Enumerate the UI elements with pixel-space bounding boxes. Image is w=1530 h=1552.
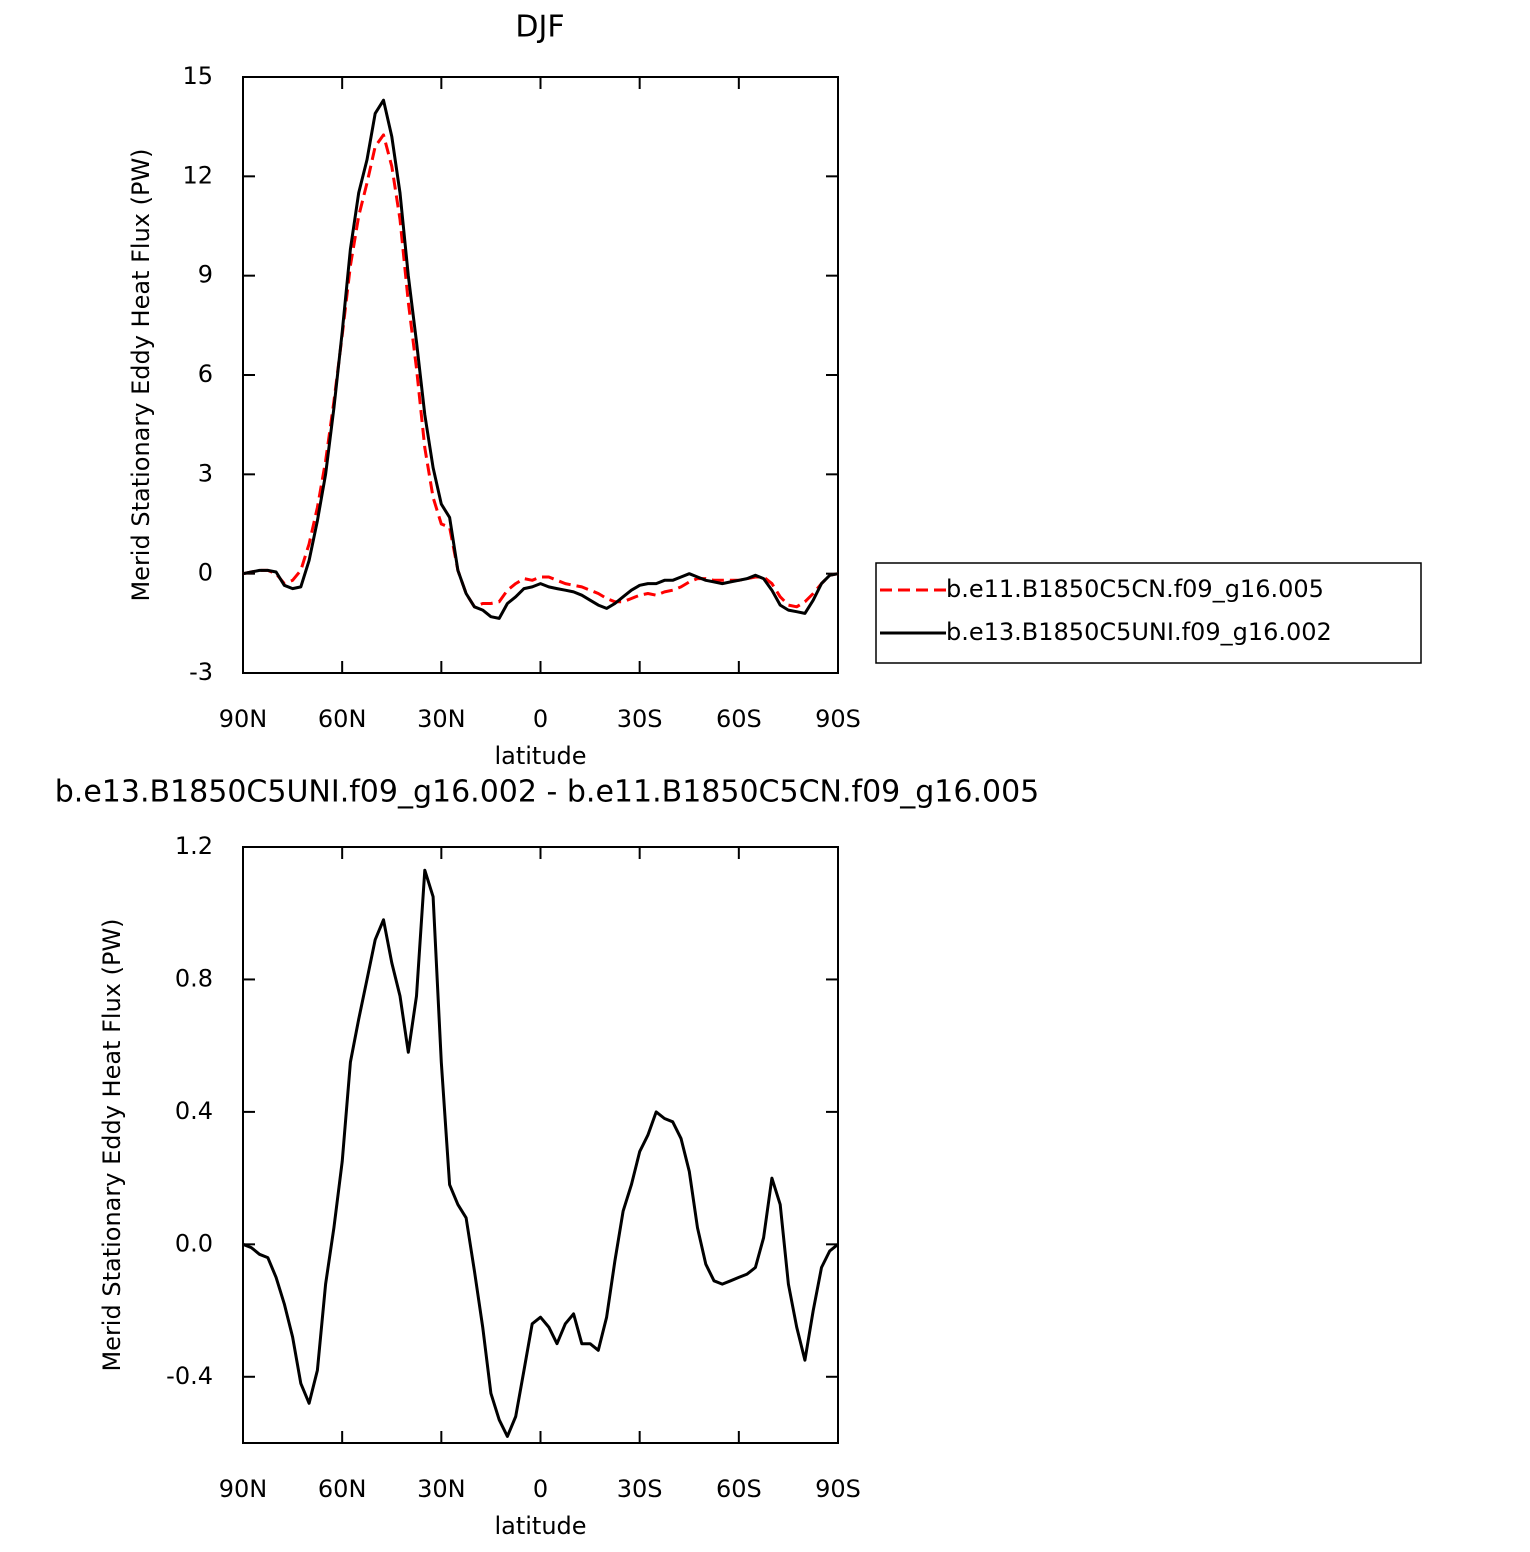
legend-label: b.e11.B1850C5CN.f09_g16.005 — [946, 575, 1324, 603]
data-line — [242, 868, 839, 1438]
x-tick-label: 60S — [716, 705, 762, 733]
y-tick-label: 0.4 — [175, 1097, 213, 1125]
data-line — [242, 133, 839, 609]
legend-box — [875, 562, 1422, 664]
x-tick-label: 30N — [417, 1475, 466, 1503]
y-tick-label: 9 — [198, 261, 213, 289]
y-tick-label: 6 — [198, 360, 213, 388]
y-tick-label: -3 — [189, 658, 213, 686]
x-tick-label: 0 — [533, 1475, 548, 1503]
x-axis-label: latitude — [494, 742, 586, 770]
x-tick-label: 30S — [617, 705, 663, 733]
data-line — [242, 98, 839, 620]
legend-label: b.e13.B1850C5UNI.f09_g16.002 — [946, 618, 1332, 646]
x-tick-label: 90S — [815, 1475, 861, 1503]
y-axis-label: Merid Stationary Eddy Heat Flux (PW) — [127, 148, 155, 601]
x-tick-label: 90N — [219, 1475, 268, 1503]
x-tick-label: 60S — [716, 1475, 762, 1503]
plot-frame — [242, 846, 839, 1444]
y-tick-label: 3 — [198, 459, 213, 487]
x-tick-label: 30N — [417, 705, 466, 733]
y-tick-label: -0.4 — [166, 1362, 213, 1390]
y-tick-label: 0 — [198, 559, 213, 587]
x-tick-label: 60N — [318, 705, 367, 733]
x-tick-label: 30S — [617, 1475, 663, 1503]
x-tick-label: 60N — [318, 1475, 367, 1503]
y-axis-label: Merid Stationary Eddy Heat Flux (PW) — [98, 918, 126, 1371]
y-tick-label: 0.8 — [175, 964, 213, 992]
y-tick-label: 15 — [182, 62, 213, 90]
chart-title: b.e13.B1850C5UNI.f09_g16.002 - b.e11.B18… — [55, 775, 1040, 810]
y-tick-label: 1.2 — [175, 832, 213, 860]
x-axis-label: latitude — [494, 1512, 586, 1540]
x-tick-label: 90S — [815, 705, 861, 733]
chart-title: DJF — [515, 10, 564, 45]
x-tick-label: 90N — [219, 705, 268, 733]
y-tick-label: 12 — [182, 161, 213, 189]
x-tick-label: 0 — [533, 705, 548, 733]
y-tick-label: 0.0 — [175, 1229, 213, 1257]
